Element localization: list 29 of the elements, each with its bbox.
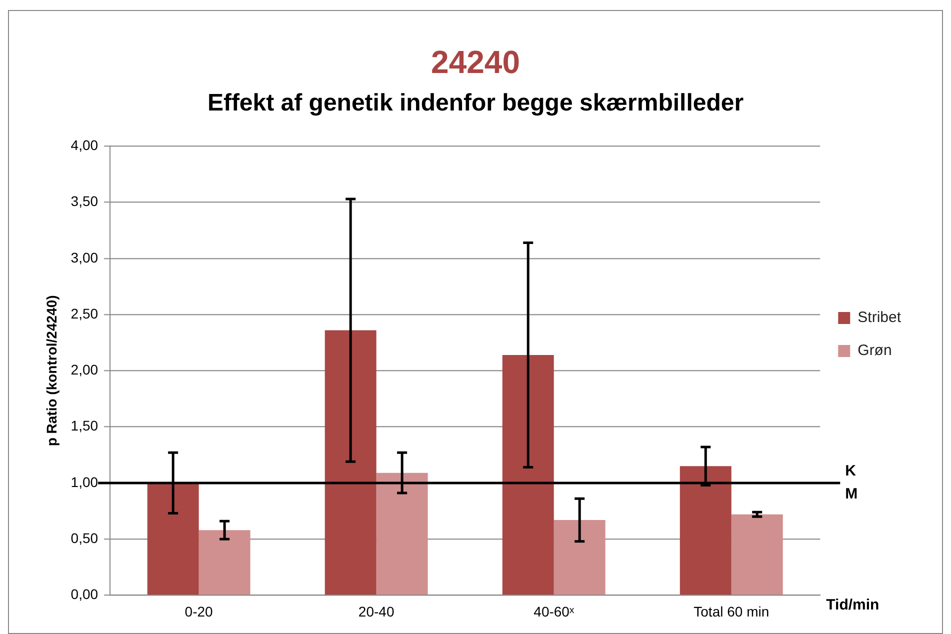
chart-title: 24240 [431,44,520,80]
x-axis-title: Tid/min [826,596,880,614]
y-tick-label: 0,00 [70,586,98,602]
y-tick-label: 2,00 [70,362,98,378]
y-tick-label: 2,50 [70,305,98,322]
y-tick-label: 0,50 [70,530,98,546]
bar [554,520,606,595]
y-tick-label: 3,00 [70,249,98,266]
y-tick-label: 3,50 [70,193,98,210]
bar [147,482,199,595]
chart-subtitle: Effekt af genetik indenfor begge skærmbilleder [207,89,744,116]
bar [324,330,376,595]
x-tick-label: 0-20 [184,603,214,620]
legend-label: Stribet [858,309,902,326]
x-tick-label: 20-40 [358,603,394,620]
bar [680,466,732,595]
y-tick-label: 1,00 [70,474,98,490]
legend-label: Grøn [858,342,892,360]
bar [731,514,783,595]
x-tick-label: Total 60 min [694,603,770,620]
bar [376,472,428,595]
y-tick-label: 1,50 [70,418,98,434]
bar [198,530,250,595]
x-tick-label: 40-60ˣ [534,603,574,620]
y-tick-label: 4,00 [70,137,98,154]
bar [502,354,554,595]
text: M [845,486,858,503]
y-axis-title: p Ratio (kontrol/24240) [43,295,60,446]
ref-line-label: K [845,462,856,480]
